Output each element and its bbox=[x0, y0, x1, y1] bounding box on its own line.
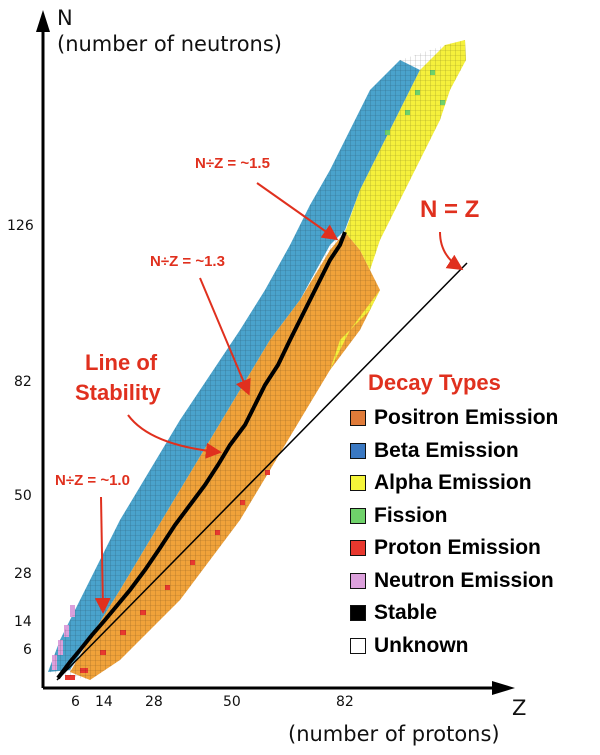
ratio-13-arrow bbox=[199, 277, 251, 396]
x-tick-50: 50 bbox=[223, 694, 241, 710]
y-tick-126: 126 bbox=[7, 218, 34, 234]
legend-item-proton: Proton Emission bbox=[350, 532, 558, 565]
x-tick-14: 14 bbox=[95, 694, 113, 710]
y-tick-50: 50 bbox=[14, 488, 32, 504]
legend-item-fission: Fission bbox=[350, 500, 558, 533]
legend-item-beta: Beta Emission bbox=[350, 435, 558, 468]
x-tick-82: 82 bbox=[336, 694, 354, 710]
n-equals-z-arrow bbox=[439, 231, 464, 271]
legend-item-neutron: Neutron Emission bbox=[350, 565, 558, 598]
swatch-icon bbox=[350, 572, 366, 589]
ratio-10-arrow bbox=[94, 496, 111, 614]
legend-title: Decay Types bbox=[368, 370, 501, 395]
y-axis-label: (number of neutrons) bbox=[57, 32, 282, 56]
legend-item-stable: Stable bbox=[350, 597, 558, 630]
stability-label-line1: Line of bbox=[85, 350, 158, 375]
legend-item-unknown: Unknown bbox=[350, 630, 558, 663]
swatch-icon bbox=[350, 475, 366, 492]
swatch-icon bbox=[350, 507, 366, 524]
ratio-15-label: N÷Z = ~1.5 bbox=[195, 155, 270, 172]
swatch-icon bbox=[350, 442, 366, 459]
swatch-icon bbox=[350, 637, 366, 654]
x-tick-6: 6 bbox=[71, 694, 80, 710]
stability-label-line2: Stability bbox=[75, 380, 161, 405]
stable-nuclides-line bbox=[56, 231, 347, 680]
n-equals-z-line bbox=[56, 262, 468, 681]
y-tick-6: 6 bbox=[23, 642, 32, 658]
y-tick-28: 28 bbox=[14, 566, 32, 582]
stability-arrow bbox=[127, 414, 222, 459]
legend-item-alpha: Alpha Emission bbox=[350, 467, 558, 500]
y-tick-14: 14 bbox=[14, 614, 32, 630]
x-axis-arrowhead bbox=[492, 681, 515, 695]
y-axis-symbol: N bbox=[57, 6, 73, 30]
x-axis-label: (number of protons) bbox=[288, 722, 500, 746]
n-equals-z-label: N = Z bbox=[420, 196, 480, 223]
y-tick-82: 82 bbox=[14, 374, 32, 390]
legend-item-positron: Positron Emission bbox=[350, 402, 558, 435]
swatch-icon bbox=[350, 605, 366, 622]
swatch-icon bbox=[350, 410, 366, 427]
y-axis-arrowhead bbox=[36, 10, 50, 32]
x-axis-symbol: Z bbox=[512, 696, 527, 720]
legend: Decay Types Positron Emission Beta Emiss… bbox=[350, 370, 558, 662]
ratio-13-label: N÷Z = ~1.3 bbox=[150, 253, 225, 270]
swatch-icon bbox=[350, 540, 366, 557]
ratio-15-arrow bbox=[256, 182, 339, 241]
x-tick-28: 28 bbox=[145, 694, 163, 710]
ratio-10-label: N÷Z = ~1.0 bbox=[55, 472, 130, 489]
